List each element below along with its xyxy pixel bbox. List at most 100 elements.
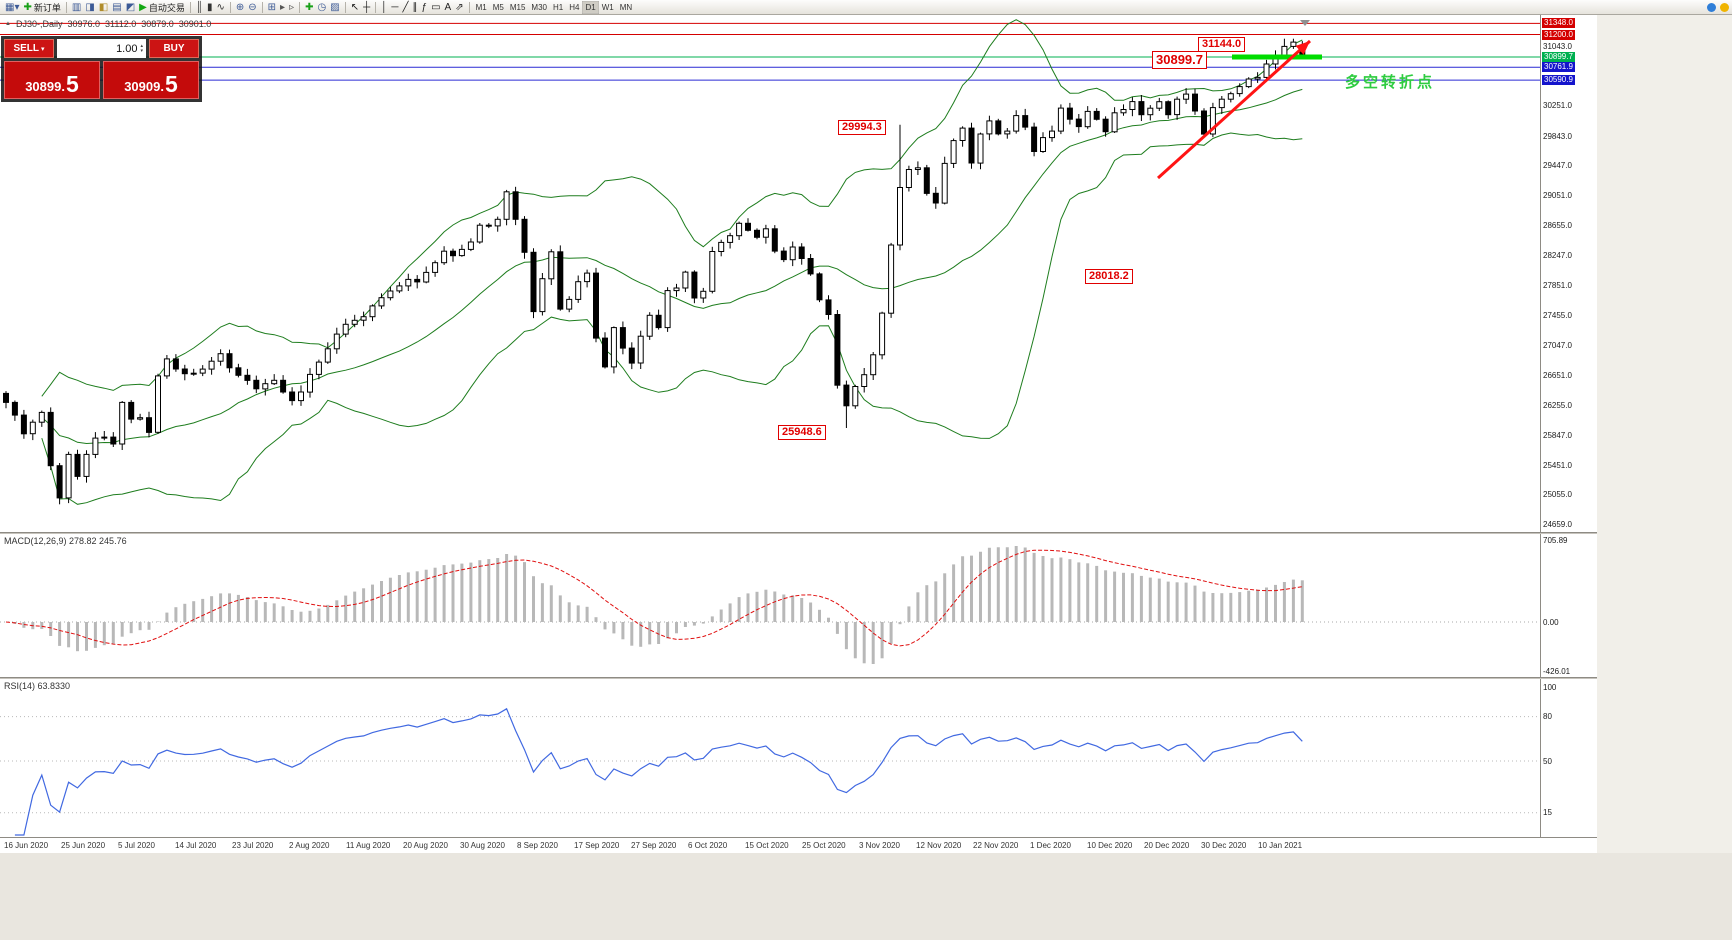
expand-ohlc-icon[interactable]: ▲ [5,21,11,27]
panel-separator[interactable] [0,532,1597,534]
macd-panel[interactable] [0,534,1540,677]
price-tick: 25847.0 [1543,431,1572,441]
volume-decrease-icon[interactable]: ▾ [140,47,143,54]
timeframe-mn-button[interactable]: MN [619,2,633,12]
candle-body [485,224,492,227]
candle-body [575,281,582,300]
auto-scroll-icon[interactable]: ▸ [278,1,287,14]
timeframe-w1-button[interactable]: W1 [601,2,614,12]
rsi-scale-label: 100 [1543,682,1557,692]
candle-body [1290,41,1297,47]
timeframe-m30-button[interactable]: M30 [531,2,547,12]
terminal-icon[interactable]: ▤ [110,1,123,14]
trendline-icon[interactable]: ╱ [401,1,411,14]
bar-chart-icon[interactable]: ║ [194,1,205,14]
date-label: 22 Nov 2020 [973,841,1019,850]
candle-body [74,453,81,477]
new-chart-icon[interactable]: ▦▾ [3,1,21,14]
market-watch-icon[interactable]: ▥ [70,1,83,14]
fibonacci-icon[interactable]: ƒ [420,1,430,14]
text-icon[interactable]: A [443,1,454,14]
chart-shift-marker-icon[interactable] [1300,20,1310,26]
cursor-icon[interactable]: ↖ [349,1,361,14]
candle-body [745,222,751,231]
new-order-button[interactable]: ✚ 新订单 [21,1,62,14]
candlestick-chart-icon[interactable]: ▮ [205,1,215,14]
zoom-in-icon[interactable]: ⊕ [234,1,246,14]
bar-chart-icon-glyph: ║ [195,1,203,13]
timeframe-m15-button[interactable]: M15 [509,2,526,12]
toolbar-separator [375,1,377,13]
candle-body [110,436,117,445]
price-tick: 24659.0 [1543,520,1572,530]
candle-body [360,316,367,321]
timeframe-h4-button[interactable]: H4 [569,2,580,12]
candle-body [736,222,743,237]
buy-price-tile[interactable]: 30909. 5 [103,61,199,99]
candle-body [771,228,778,252]
candle-body [181,368,188,375]
templates-icon-glyph: ▨ [330,1,340,13]
arrows-icon[interactable]: ⇗ [453,1,465,14]
line-chart-icon[interactable]: ∿ [214,1,226,14]
candle-body [914,167,921,171]
date-label: 12 Nov 2020 [916,841,962,850]
templates-icon[interactable]: ▨ [328,1,341,14]
price-chart-panel[interactable] [0,15,1540,532]
volume-value: 1.00 [116,42,138,55]
date-label: 25 Oct 2020 [802,841,846,850]
price-chart-canvas[interactable] [0,15,1540,532]
candle-body [628,347,635,364]
community-icon[interactable] [1707,2,1716,12]
strategy-tester-icon[interactable]: ◩ [124,1,137,14]
candlestick-chart-icon-glyph: ▮ [206,1,213,13]
candle-body [718,241,725,252]
macd-label: MACD(12,26,9) 278.82 245.76 [4,536,127,546]
timeframe-m5-button[interactable]: M5 [492,2,504,12]
volume-increase-icon[interactable]: ▴ [140,42,143,49]
crosshair-icon[interactable]: ┼ [361,1,372,14]
date-label: 30 Dec 2020 [1201,841,1247,850]
vertical-line-icon[interactable]: │ [379,1,389,14]
timeframe-h1-button[interactable]: H1 [552,2,564,12]
shapes-icon[interactable]: ▭ [429,1,442,14]
panel-separator[interactable] [0,677,1597,679]
chart-title: ▲ DJ30-,Daily 30976.0 31112.0 30879.0 30… [5,19,211,29]
price-level-label: 30761.9 [1542,62,1575,73]
candle-body [816,273,823,301]
timeframe-m1-button[interactable]: M1 [475,2,487,12]
date-label: 5 Jul 2020 [118,841,155,850]
candle-body [646,314,653,337]
horizontal-line-icon[interactable]: ─ [389,1,400,14]
candle-body [244,374,251,381]
timeframe-d1-button[interactable]: D1 [582,0,599,14]
candle-body [11,401,18,416]
volume-input[interactable]: 1.00 ▴ ▾ [57,39,146,58]
auto-trading-button-glyph: ▶ [139,1,147,13]
candle-body [333,333,340,350]
rsi-panel[interactable] [0,679,1540,837]
periods-icon-glyph: ◷ [317,1,327,13]
auto-trading-button[interactable]: ▶ 自动交易 [137,1,187,14]
date-axis[interactable]: 16 Jun 2020 25 Jun 2020 5 Jul 2020 14 Jul 2… [0,837,1597,853]
price-axis[interactable]: 31043.0 30251.0 29843.0 29447.0 29051.0 28655… [1540,15,1597,837]
buy-button[interactable]: BUY [149,39,199,58]
chart-shift-icon[interactable]: ▹ [287,1,296,14]
candle-body [423,271,430,283]
candle-body [619,327,626,349]
navigator-icon[interactable]: ◧ [97,1,110,14]
periods-icon[interactable]: ◷ [315,1,328,14]
news-icon[interactable] [1720,2,1729,12]
rsi-canvas [0,707,1540,836]
data-window-icon[interactable]: ◨ [83,1,96,14]
tile-windows-icon[interactable]: ⊞ [266,1,278,14]
sell-button[interactable]: SELL ▾ [4,39,54,58]
equidistant-channel-icon[interactable]: ∥ [411,1,420,14]
candle-body [1147,107,1154,116]
candle-body [450,250,456,257]
zoom-out-icon[interactable]: ⊖ [246,1,258,14]
price-tick: 29843.0 [1543,131,1572,141]
trend-arrow-line[interactable] [1156,39,1312,180]
indicators-icon[interactable]: ✚ [303,1,315,14]
sell-price-tile[interactable]: 30899. 5 [4,61,100,99]
